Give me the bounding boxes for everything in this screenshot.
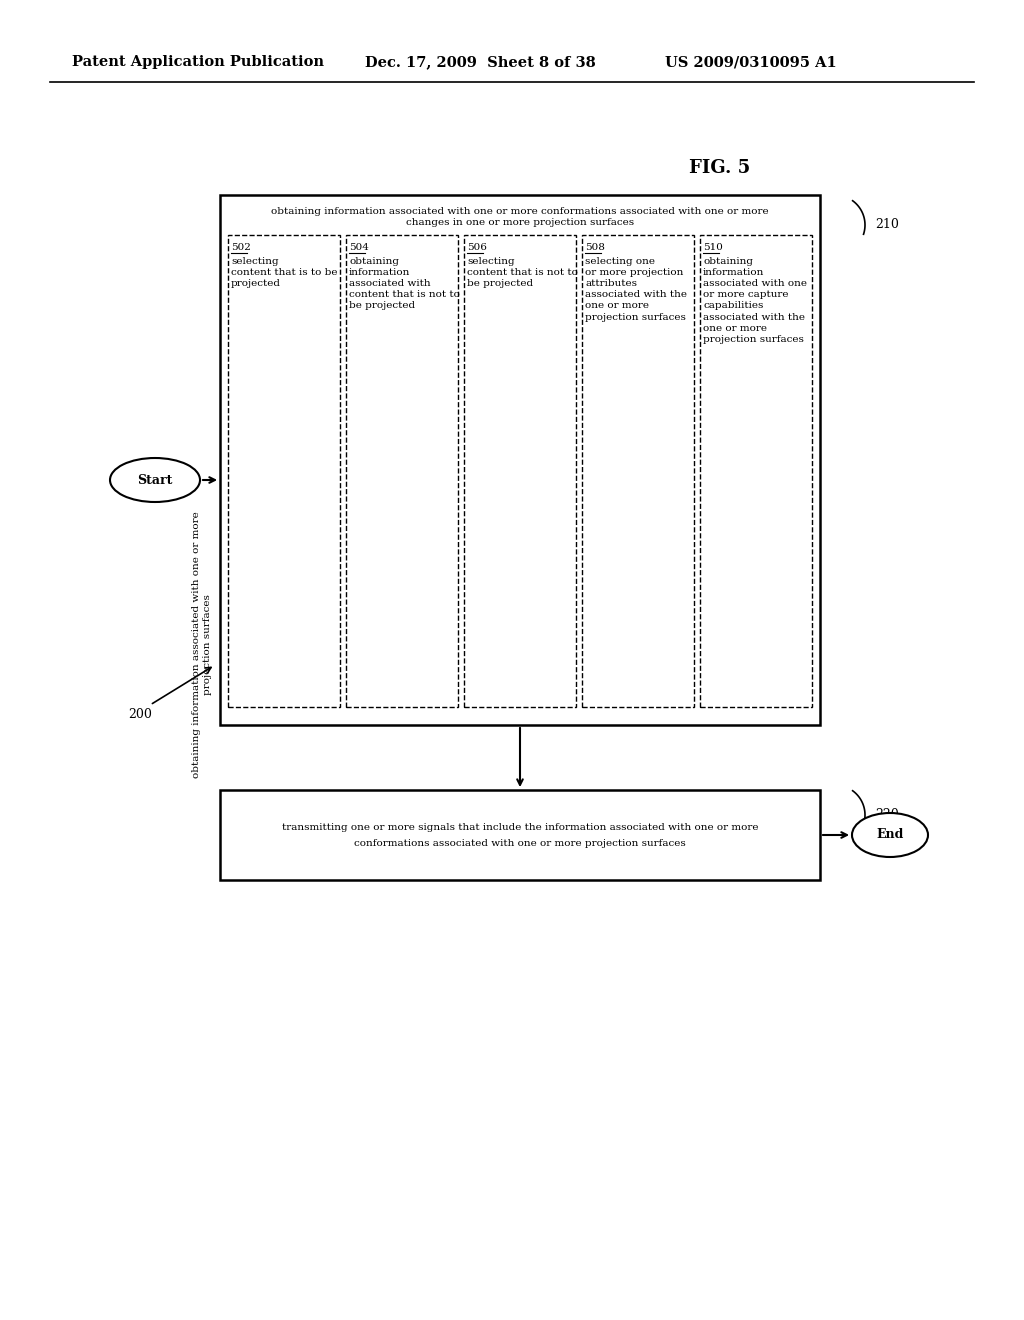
Text: changes in one or more projection surfaces: changes in one or more projection surfac… (406, 218, 634, 227)
Text: Patent Application Publication: Patent Application Publication (72, 55, 324, 69)
Bar (700, 235, 812, 708)
Text: obtaining information associated with one or more conformations associated with : obtaining information associated with on… (271, 207, 769, 216)
Text: 210: 210 (874, 219, 899, 231)
Text: transmitting one or more signals that include the information associated with on: transmitting one or more signals that in… (282, 822, 758, 832)
Bar (228, 235, 340, 708)
Text: 506: 506 (467, 243, 486, 252)
Text: 220: 220 (874, 808, 899, 821)
Text: 504: 504 (349, 243, 369, 252)
Ellipse shape (852, 813, 928, 857)
Text: 502: 502 (231, 243, 251, 252)
Text: conformations associated with one or more projection surfaces: conformations associated with one or mor… (354, 838, 686, 847)
Text: obtaining
information
associated with one
or more capture
capabilities
associate: obtaining information associated with on… (703, 257, 807, 343)
Text: FIG. 5: FIG. 5 (689, 158, 751, 177)
Text: US 2009/0310095 A1: US 2009/0310095 A1 (665, 55, 837, 69)
Text: 200: 200 (128, 709, 152, 722)
Text: obtaining
information
associated with
content that is not to
be projected: obtaining information associated with co… (349, 257, 460, 310)
Bar (582, 235, 694, 708)
Text: 508: 508 (585, 243, 605, 252)
Text: obtaining information associated with one or more
projection surfaces: obtaining information associated with on… (193, 512, 212, 779)
Text: selecting one
or more projection
attributes
associated with the
one or more
proj: selecting one or more projection attribu… (585, 257, 687, 322)
Bar (220, 789, 820, 880)
Text: End: End (877, 829, 904, 842)
Text: selecting
content that is not to
be projected: selecting content that is not to be proj… (467, 257, 578, 288)
Bar (220, 195, 820, 725)
Bar (346, 235, 458, 708)
Ellipse shape (110, 458, 200, 502)
Bar (464, 235, 575, 708)
Text: selecting
content that is to be
projected: selecting content that is to be projecte… (231, 257, 338, 288)
Text: Start: Start (137, 474, 173, 487)
Text: 510: 510 (703, 243, 723, 252)
Text: Dec. 17, 2009  Sheet 8 of 38: Dec. 17, 2009 Sheet 8 of 38 (365, 55, 596, 69)
